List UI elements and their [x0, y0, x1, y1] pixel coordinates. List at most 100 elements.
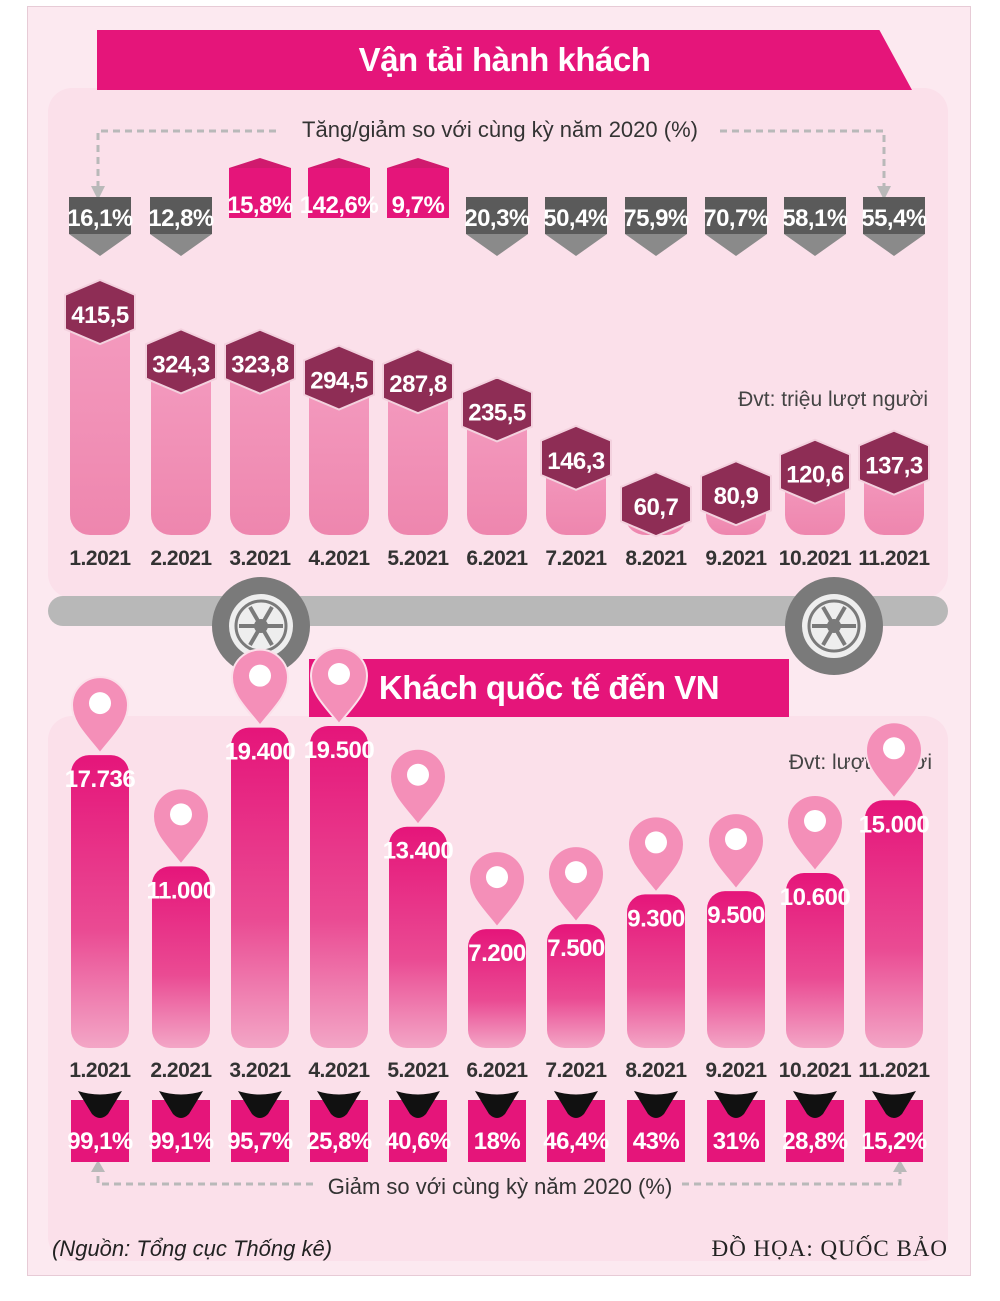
- map-pin-icon: [309, 647, 369, 726]
- decrease-change-badge: 75,9%: [623, 197, 689, 256]
- visitor-change-label: 28,8%: [782, 1128, 848, 1155]
- passenger-month-label: 10.2021: [779, 547, 852, 570]
- map-pin-icon: [706, 812, 766, 891]
- decrease-change-badge: 25,8%: [306, 1091, 372, 1162]
- passenger-value-badge: [224, 328, 296, 395]
- source-note: (Nguồn: Tổng cục Thống kê): [52, 1236, 333, 1261]
- passenger-value-badge: [382, 348, 454, 415]
- visitor-bar-group: 7.500 7.2021: [545, 845, 608, 1082]
- change-badge-box: [545, 197, 607, 234]
- down-arrow-icon: [545, 234, 607, 256]
- graphic-credit: ĐỒ HỌA: QUỐC BẢO: [711, 1236, 948, 1261]
- visitor-month-label: 2.2021: [150, 1059, 212, 1082]
- down-arrow-icon: [784, 234, 846, 256]
- visitor-value-label: 7.200: [468, 940, 526, 967]
- visitor-bar: [231, 727, 289, 1048]
- decrease-change-badge: 46,4%: [543, 1091, 609, 1162]
- passenger-bar-group: 287,8 5.2021: [382, 348, 454, 570]
- passenger-value-badge: [145, 328, 217, 395]
- passenger-month-label: 6.2021: [466, 547, 528, 570]
- passenger-bar-group: 235,5 6.2021: [461, 376, 533, 570]
- passenger-bar-group: 137,3 11.2021: [858, 429, 931, 570]
- visitor-change-label: 99,1%: [148, 1128, 214, 1155]
- visitor-bar-group: 11.000 2.2021: [146, 787, 216, 1082]
- decrease-change-badge: 99,1%: [67, 1091, 133, 1162]
- passenger-value-badge: [303, 344, 375, 411]
- passenger-change-label: 20,3%: [464, 205, 530, 232]
- passenger-month-label: 5.2021: [387, 547, 449, 570]
- visitor-bar: [627, 894, 685, 1048]
- decrease-change-badge: 16,1%: [67, 197, 133, 256]
- map-pin-icon: [864, 721, 924, 800]
- visitor-bar-group: 9.300 8.2021: [625, 815, 688, 1082]
- map-pin-icon: [785, 793, 845, 873]
- passenger-value-label: 60,7: [634, 494, 679, 521]
- increase-change-badge: 9,7%: [387, 158, 449, 219]
- change-badge-box: [229, 168, 291, 218]
- down-arrow-icon: [78, 1091, 122, 1118]
- passenger-month-label: 11.2021: [858, 547, 930, 570]
- visitor-bar-group: 17.736 1.2021: [65, 676, 136, 1082]
- map-pin-icon: [70, 676, 130, 755]
- down-arrow-icon: [705, 234, 767, 256]
- visitor-value-label: 10.600: [780, 884, 851, 911]
- passenger-change-label: 15,8%: [227, 192, 293, 219]
- passenger-value-label: 146,3: [547, 448, 605, 475]
- map-pin-icon: [467, 850, 527, 929]
- visitor-change-label: 31%: [713, 1128, 760, 1155]
- passenger-bar: [388, 379, 448, 535]
- passenger-value-label: 287,8: [389, 371, 447, 398]
- visitor-bar: [865, 800, 923, 1048]
- down-arrow-icon: [714, 1091, 758, 1118]
- visitor-value-label: 19.400: [225, 739, 296, 766]
- passenger-change-label: 16,1%: [67, 205, 133, 232]
- passenger-section-title: Vận tải hành khách: [97, 30, 912, 90]
- passenger-value-label: 415,5: [71, 302, 129, 329]
- visitor-change-label: 43%: [633, 1128, 680, 1155]
- decrease-change-badge: 15,2%: [861, 1091, 927, 1162]
- passenger-unit-label: Đvt: triệu lượt người: [738, 388, 928, 411]
- passenger-bar: [151, 359, 211, 535]
- passenger-change-label: 142,6%: [300, 192, 379, 219]
- decrease-change-badge: 43%: [627, 1091, 685, 1162]
- passenger-bar-group: 80,9 9.2021: [700, 460, 772, 570]
- passenger-bar: [309, 375, 369, 535]
- decrease-change-badge: 40,6%: [385, 1091, 451, 1162]
- visitor-value-label: 11.000: [146, 877, 215, 904]
- passenger-bar-group: 324,3 2.2021: [145, 328, 217, 570]
- up-arrow-icon: [387, 158, 449, 168]
- visitor-value-label: 9.300: [627, 905, 685, 932]
- passenger-month-label: 7.2021: [545, 547, 607, 570]
- visitor-month-label: 11.2021: [858, 1059, 930, 1082]
- visitor-bar-group: 13.400 5.2021: [383, 747, 454, 1082]
- map-pin-icon: [230, 648, 290, 728]
- decrease-change-badge: 31%: [707, 1091, 765, 1162]
- passenger-month-label: 4.2021: [308, 547, 370, 570]
- visitor-change-caption: Giảm so với cùng kỳ năm 2020 (%): [327, 1174, 673, 1199]
- change-badge-box: [387, 168, 449, 218]
- passenger-value-badge: [64, 278, 136, 346]
- wheel-icon: [785, 577, 883, 675]
- bracket-arrow: [91, 186, 105, 200]
- visitor-change-label: 95,7%: [227, 1128, 293, 1155]
- visitor-month-label: 7.2021: [545, 1059, 607, 1082]
- down-arrow-icon: [554, 1091, 598, 1118]
- decrease-change-badge: 58,1%: [782, 197, 848, 256]
- down-arrow-icon: [69, 234, 131, 256]
- increase-change-badge: 15,8%: [227, 158, 293, 219]
- passenger-value-label: 80,9: [714, 483, 759, 510]
- bracket-line: [96, 129, 886, 200]
- visitor-change-label: 46,4%: [543, 1128, 609, 1155]
- bracket-arrow: [893, 1160, 907, 1172]
- passenger-value-label: 323,8: [231, 352, 289, 379]
- passenger-month-label: 1.2021: [69, 547, 131, 570]
- passenger-value-badge: [620, 471, 692, 538]
- passenger-bar: [230, 359, 290, 535]
- passenger-month-label: 3.2021: [229, 547, 291, 570]
- visitor-bar-group: 19.400 3.2021: [225, 648, 296, 1082]
- visitor-change-label: 25,8%: [306, 1128, 372, 1155]
- down-arrow-icon: [625, 234, 687, 256]
- passenger-month-label: 9.2021: [705, 547, 767, 570]
